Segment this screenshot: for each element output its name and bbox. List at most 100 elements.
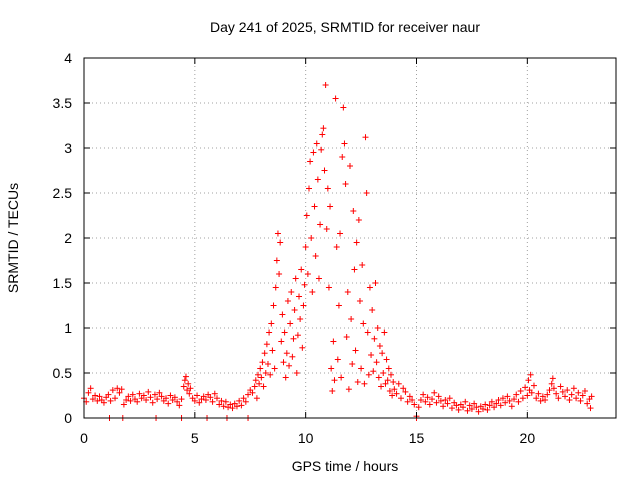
data-point — [209, 398, 216, 405]
data-point — [381, 329, 388, 336]
data-point — [424, 394, 431, 401]
data-point — [112, 395, 119, 402]
data-point — [365, 371, 372, 378]
data-point — [348, 316, 355, 322]
data-point — [446, 395, 453, 402]
data-point — [375, 374, 382, 381]
data-point — [530, 382, 537, 389]
data-point — [366, 284, 373, 291]
data-point — [140, 392, 147, 399]
y-tick-label: 1 — [64, 320, 72, 336]
data-point — [557, 383, 564, 390]
data-point — [154, 396, 161, 403]
data-point — [187, 385, 194, 392]
data-point — [378, 383, 385, 390]
data-point — [282, 374, 289, 381]
data-point — [383, 356, 390, 363]
data-point — [435, 393, 442, 400]
data-point — [214, 395, 220, 402]
data-point — [259, 359, 266, 366]
data-point — [123, 397, 130, 403]
data-point — [527, 371, 534, 378]
data-point — [555, 395, 562, 402]
data-point — [242, 398, 249, 405]
data-point — [87, 385, 94, 392]
data-point — [279, 311, 286, 318]
data-point — [107, 397, 114, 404]
data-point — [350, 208, 357, 214]
data-point — [264, 361, 271, 367]
y-tick-label: 3 — [64, 140, 72, 156]
data-point — [544, 391, 551, 398]
y-tick-label: 1.5 — [53, 275, 73, 291]
data-point — [345, 386, 352, 393]
data-point — [546, 387, 553, 394]
data-point — [96, 393, 103, 400]
data-point — [448, 405, 455, 412]
data-point — [575, 389, 582, 396]
data-point — [333, 244, 340, 250]
data-point — [92, 392, 99, 399]
data-point — [533, 395, 540, 402]
data-point — [524, 392, 531, 399]
x-tick-label: 15 — [409, 430, 425, 446]
data-point — [171, 394, 178, 401]
data-point — [272, 284, 279, 291]
data-point — [324, 185, 331, 192]
data-point — [374, 325, 381, 331]
data-point — [327, 203, 334, 210]
data-point — [300, 302, 307, 309]
x-axis-ticks: 0 5 10 15 20 — [80, 58, 535, 446]
data-point — [562, 393, 569, 400]
data-point — [267, 371, 274, 378]
data-point — [269, 347, 276, 354]
data-point — [227, 401, 234, 408]
data-point — [276, 271, 283, 277]
data-point — [495, 397, 502, 403]
data-point — [380, 370, 387, 376]
data-point — [167, 392, 174, 399]
data-point — [362, 134, 369, 141]
data-point — [85, 389, 92, 396]
data-point — [382, 380, 389, 387]
data-point — [290, 335, 297, 342]
data-point — [165, 400, 172, 407]
data-point — [360, 320, 367, 327]
data-point — [508, 403, 515, 410]
data-point — [353, 239, 360, 246]
data-point — [330, 338, 337, 345]
data-point — [484, 406, 491, 413]
data-point — [549, 375, 556, 382]
data-point — [488, 398, 495, 405]
data-point — [376, 343, 383, 349]
data-point — [268, 320, 275, 327]
data-point — [304, 271, 311, 277]
data-point — [258, 374, 265, 381]
data-point — [151, 391, 158, 398]
data-point — [395, 380, 402, 387]
data-point — [431, 389, 438, 396]
data-point — [390, 379, 397, 385]
data-point — [453, 402, 460, 409]
data-point — [564, 387, 571, 394]
data-point — [240, 395, 247, 402]
data-point — [437, 397, 444, 404]
data-point — [127, 397, 134, 404]
data-point — [588, 393, 595, 400]
data-point — [335, 302, 342, 309]
data-point — [191, 397, 198, 404]
data-point — [429, 396, 436, 403]
data-point — [480, 406, 486, 412]
data-point — [238, 402, 245, 409]
data-point — [184, 387, 191, 394]
data-point — [245, 391, 252, 398]
data-point — [341, 140, 348, 147]
data-point — [94, 397, 101, 404]
data-point — [334, 356, 341, 363]
data-point — [178, 396, 185, 403]
data-points — [81, 82, 595, 421]
data-point — [328, 365, 335, 372]
data-point — [182, 373, 189, 380]
data-point — [196, 399, 203, 406]
